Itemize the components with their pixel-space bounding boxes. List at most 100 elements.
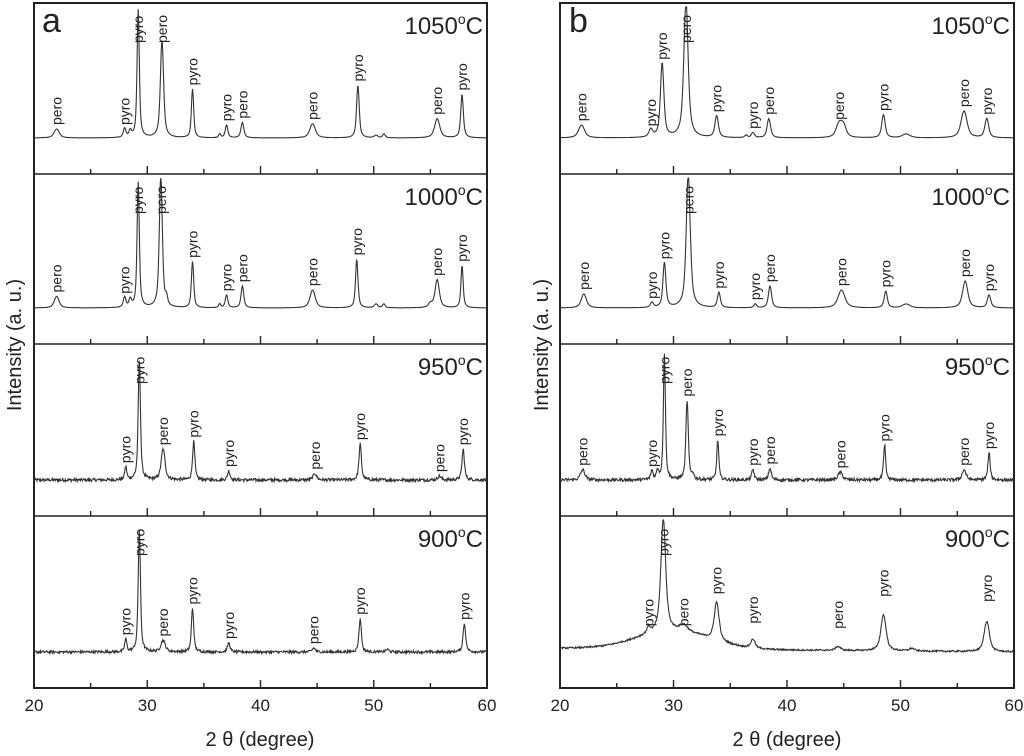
peak-label-pyro: pyro — [219, 94, 235, 121]
xrd-trace — [560, 6, 1014, 139]
peak-label-pyro: pyro — [455, 418, 471, 445]
temperature-label: 1000oC — [931, 182, 1010, 211]
peak-label-pero: pero — [831, 92, 847, 120]
peak-label-pyro: pyro — [981, 422, 997, 449]
peak-label-pero: pero — [153, 186, 169, 214]
peak-label-pyro: pyro — [745, 596, 761, 623]
peak-label-pero: pero — [680, 186, 696, 214]
peak-label-pyro: pyro — [117, 266, 133, 293]
peak-label-pyro: pyro — [656, 232, 672, 259]
temperature-label: 950oC — [418, 352, 483, 381]
plot-frame — [33, 2, 488, 689]
panel-a-x-axis-title: 2 θ (degree) — [206, 729, 315, 751]
xrd-trace — [559, 519, 1015, 654]
peak-label-pyro: pyro — [349, 228, 365, 255]
peak-label-pyro: pyro — [118, 608, 134, 635]
peak-label-pyro: pyro — [185, 230, 201, 257]
peak-label-pyro: pyro — [643, 99, 659, 126]
peak-label-pero: pero — [574, 93, 590, 121]
temperature-label: 900oC — [945, 524, 1010, 553]
peak-label-pero: pero — [234, 90, 250, 118]
peak-label-pyro: pyro — [656, 357, 672, 384]
peak-label-pero: pero — [575, 438, 591, 466]
peak-label-pyro: pyro — [655, 529, 671, 556]
peak-label-pyro: pyro — [131, 357, 147, 384]
panel-b-x-axis-title: 2 θ (degree) — [733, 729, 842, 751]
x-tick-label: 20 — [25, 696, 44, 715]
peak-label-pyro: pyro — [709, 85, 725, 112]
peak-label-pero: pero — [762, 254, 778, 282]
x-tick-label: 20 — [551, 696, 570, 715]
peak-label-pyro: pyro — [456, 592, 472, 619]
x-tick-label: 50 — [364, 696, 383, 715]
x-tick-label: 40 — [778, 696, 797, 715]
peak-label-pyro: pyro — [641, 599, 657, 626]
series-900: pyro pyro pero pyro pyro pero pyro pyro 900oC — [559, 519, 1015, 654]
peak-label-pero: pero — [155, 417, 171, 445]
peak-label-pero: pero — [155, 608, 171, 636]
peak-label-pyro: pyro — [747, 273, 763, 300]
panel-a-letter: a — [42, 2, 61, 40]
peak-label-pero: pero — [49, 264, 65, 292]
peak-label-pyro: pyro — [711, 261, 727, 288]
peak-label-pyro: pyro — [219, 264, 235, 291]
x-tick-label: 30 — [138, 696, 157, 715]
series-950: pyro pyro pero pyro pyro pero pyro pero pyro 950o… — [33, 352, 488, 484]
xrd-trace — [34, 9, 487, 139]
peak-label-pyro: pyro — [454, 234, 470, 261]
peak-label-pyro: pyro — [745, 101, 761, 128]
x-tick-label: 60 — [478, 696, 497, 715]
peak-label-pyro: pyro — [185, 577, 201, 604]
panel-b-y-axis-title: Intensity (a. u.) — [531, 279, 553, 411]
peak-label-pero: pero — [305, 92, 321, 120]
peak-label-pero: pero — [576, 262, 592, 290]
x-tick-label: 50 — [891, 696, 910, 715]
peak-label-pero: pero — [679, 368, 695, 396]
peak-label-pyro: pyro — [654, 32, 670, 59]
peak-label-pero: pero — [956, 79, 972, 107]
peak-label-pero: pero — [307, 441, 323, 469]
peak-label-pyro: pyro — [979, 87, 995, 114]
peak-label-pyro: pyro — [186, 410, 202, 437]
peak-label-pero: pero — [957, 249, 973, 277]
peak-label-pero: pero — [676, 598, 692, 626]
temperature-label: 1050oC — [931, 11, 1010, 40]
series-900: pyro pyro pero pyro pyro pero pyro pyro 900oC — [33, 524, 488, 656]
peak-label-pero: pero — [833, 258, 849, 286]
peak-label-pyro: pyro — [981, 264, 997, 291]
peak-label-pyro: pyro — [185, 58, 201, 85]
peak-label-pyro: pyro — [877, 414, 893, 441]
peak-label-pyro: pyro — [875, 569, 891, 596]
peak-label-pyro: pyro — [130, 187, 146, 214]
peak-label-pyro: pyro — [221, 440, 237, 467]
peak-label-pyro: pyro — [875, 84, 891, 111]
peak-label-pyro: pyro — [117, 98, 133, 125]
x-tick-label: 60 — [1005, 696, 1024, 715]
xrd-trace — [34, 177, 487, 309]
xrd-trace — [33, 360, 488, 484]
peak-label-pyro: pyro — [745, 438, 761, 465]
panel-a-y-axis-title: Intensity (a. u.) — [4, 279, 26, 411]
peak-label-pero: pero — [761, 87, 777, 115]
peak-label-pero: pero — [429, 87, 445, 115]
peak-label-pyro: pyro — [118, 436, 134, 463]
peak-label-pyro: pyro — [644, 271, 660, 298]
peak-label-pero: pero — [305, 258, 321, 286]
peak-label-pyro: pyro — [131, 529, 147, 556]
peak-label-pero: pero — [49, 97, 65, 125]
temperature-label: 950oC — [945, 352, 1010, 381]
peak-label-pyro: pyro — [644, 440, 660, 467]
peak-label-pyro: pyro — [350, 54, 366, 81]
peak-label-pyro: pyro — [352, 587, 368, 614]
peak-label-pyro: pyro — [130, 16, 146, 43]
peak-label-pero: pero — [830, 601, 846, 629]
peak-label-pero: pero — [956, 438, 972, 466]
peak-label-pyro: pyro — [454, 63, 470, 90]
